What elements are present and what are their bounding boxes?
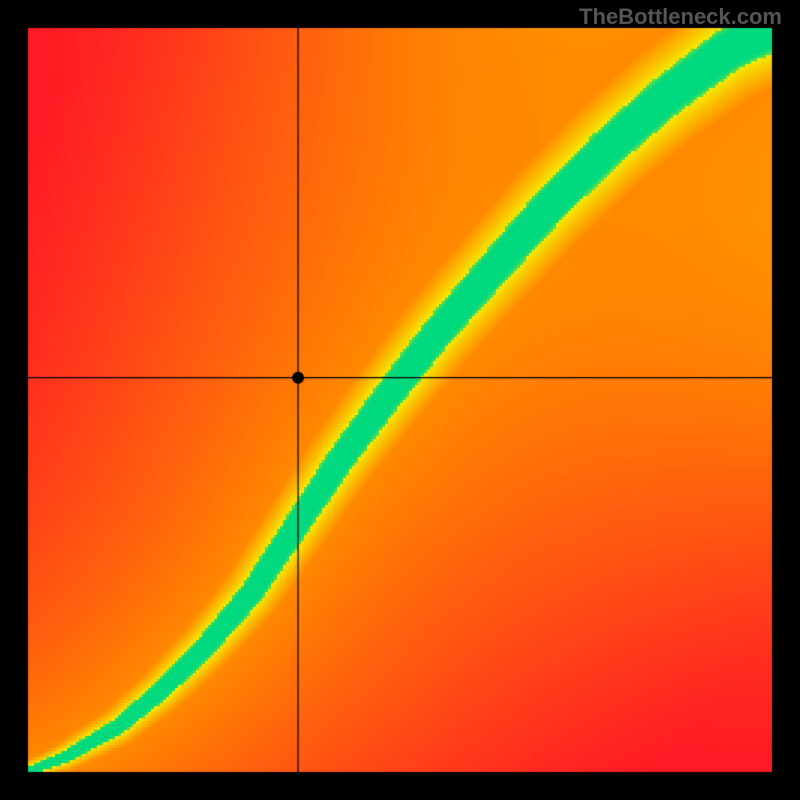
chart-container: TheBottleneck.com — [0, 0, 800, 800]
watermark-text: TheBottleneck.com — [579, 4, 782, 30]
heatmap-canvas — [0, 0, 800, 800]
